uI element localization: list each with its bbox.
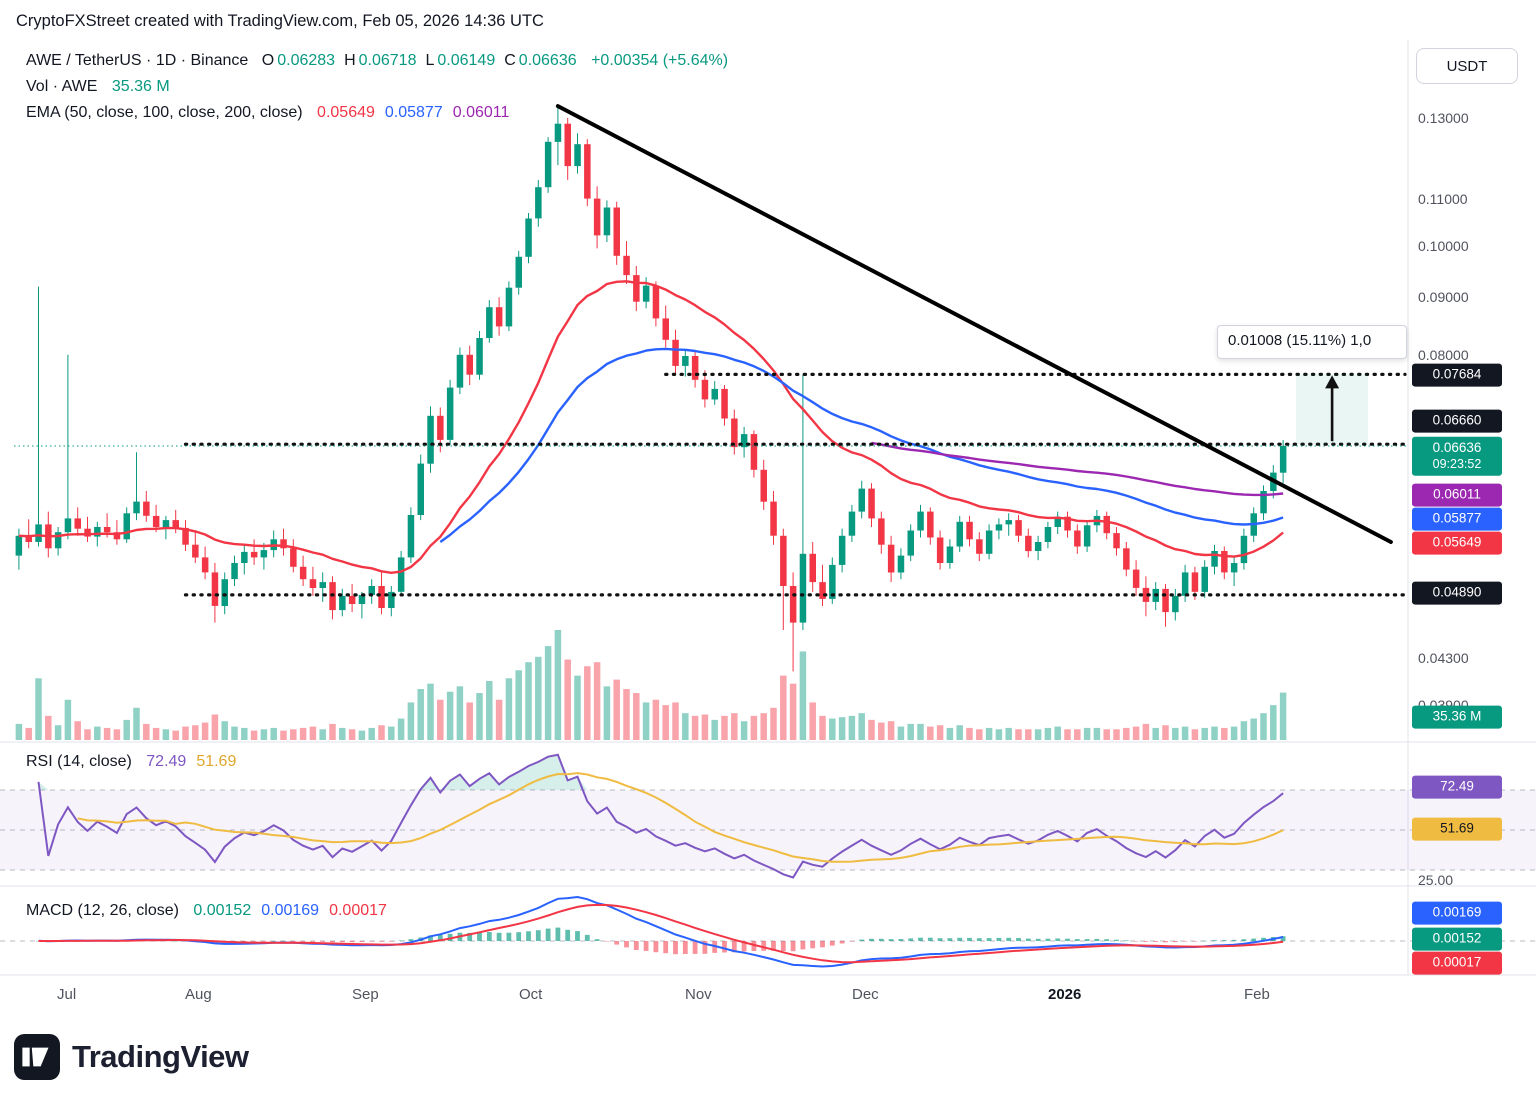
rsi-label: RSI (14, close) [26, 753, 132, 770]
volume-label: Vol · AWE [26, 78, 98, 95]
pane-dividers [0, 40, 1536, 976]
macd-label: MACD (12, 26, close) [26, 902, 179, 919]
month-label: Feb [1244, 986, 1270, 1003]
ohlc-key: L [425, 52, 435, 69]
price-level-badge: 0.06660 [1412, 409, 1502, 433]
price-level-badge: 0.05649 [1412, 531, 1502, 555]
watermark-text: CryptoFXStreet created with TradingView.… [16, 12, 544, 30]
volume-bars [15, 630, 1287, 740]
measure-arrow [1296, 374, 1369, 445]
macd-pane [36, 895, 1286, 968]
indicator-value: 0.06011 [452, 104, 510, 121]
ohlc-value: 0.06149 [437, 52, 496, 69]
tradingview-logo-icon [14, 1034, 60, 1080]
month-label: Jul [57, 986, 76, 1003]
chart-canvas[interactable]: Jul Aug Sep Oct Nov Dec 2026 Feb [0, 40, 1536, 1012]
symbol-legend-row[interactable]: AWE / TetherUS · 1D · Binance O 0.06283 H 0… [26, 52, 728, 70]
price-level-badge: 35.36 M [1412, 705, 1502, 729]
month-label: Oct [519, 986, 543, 1003]
macd-legend-row[interactable]: MACD (12, 26, close) 0.00152 0.00169 0.000… [26, 902, 387, 920]
volume-legend-row[interactable]: Vol · AWE 35.36 M [26, 78, 170, 96]
watermark-header: CryptoFXStreet created with TradingView.… [16, 12, 544, 31]
indicator-value: 0.05649 [317, 104, 375, 121]
time-axis-labels: Jul Aug Sep Oct Nov Dec 2026 Feb [57, 986, 1270, 1003]
volume-value: 35.36 M [111, 78, 170, 95]
current-price-badge: 0.06636 09:23:52 [1412, 436, 1502, 476]
price-tick: 0.11000 [1418, 191, 1468, 208]
ema-values: 0.05649 0.05877 0.06011 [307, 104, 509, 121]
symbol-title: AWE / TetherUS · 1D · Binance [26, 52, 249, 69]
tradingview-brand-text: TradingView [72, 1039, 249, 1074]
rsi-ma-line [77, 772, 1284, 863]
indicator-value: 0.00169 [261, 902, 320, 919]
rsi-values: 72.49 51.69 [136, 753, 236, 770]
month-label: Sep [352, 986, 379, 1003]
ema-lines [18, 280, 1284, 574]
indicator-value: 0.00017 [329, 902, 387, 919]
ema-label: EMA (50, close, 100, close, 200, close) [26, 104, 303, 121]
level-lines [14, 372, 1408, 597]
ohlc-key: O [261, 52, 275, 69]
macd-badge: 0.00169 [1412, 901, 1502, 925]
currency-toggle-button[interactable]: USDT [1416, 48, 1518, 84]
price-level-badge: 0.07684 [1412, 363, 1502, 387]
price-level-badge: 0.06011 [1412, 483, 1502, 507]
price-tick: 0.04300 [1418, 649, 1469, 666]
month-label: Nov [685, 986, 712, 1003]
rsi-badge: 51.69 [1412, 817, 1502, 841]
ohlc-key: H [344, 52, 356, 69]
price-level-badge: 0.04890 [1412, 581, 1502, 605]
indicator-value: 0.00152 [193, 902, 252, 919]
indicator-value: 51.69 [196, 753, 237, 770]
ohlc-key: C [504, 52, 516, 69]
price-scale[interactable]: USDT 0.13000 0.11000 0.10000 0.09000 0.08000… [1408, 40, 1536, 1012]
footer-branding[interactable]: TradingView [14, 1034, 249, 1080]
rsi-axis-tick: 25.00 [1418, 872, 1454, 888]
price-tick: 0.13000 [1418, 110, 1469, 126]
ohlc-values: O 0.06283 H 0.06718 L 0.06149 C 0.06636 [253, 52, 577, 69]
price-tick: 0.10000 [1418, 237, 1469, 254]
month-label: Dec [852, 986, 879, 1003]
time-axis[interactable] [0, 975, 1408, 1012]
indicator-value: 72.49 [146, 753, 187, 770]
price-tick: 0.09000 [1418, 289, 1469, 306]
ohlc-value: 0.06718 [358, 52, 417, 69]
rsi-pane [37, 753, 1284, 879]
month-label: 2026 [1048, 986, 1081, 1003]
price-tick: 0.08000 [1418, 346, 1469, 363]
ema-legend-row[interactable]: EMA (50, close, 100, close, 200, close) … [26, 104, 509, 122]
month-label: Aug [185, 986, 212, 1003]
price-level-badge: 0.05877 [1412, 507, 1502, 531]
measure-tooltip: 0.01008 (15.11%) 1,0 [1217, 325, 1407, 359]
ohlc-value: 0.06636 [518, 52, 577, 69]
macd-badge: 0.00152 [1412, 927, 1502, 951]
change-value: +0.00354 (+5.64%) [591, 52, 729, 69]
macd-badge: 0.00017 [1412, 951, 1502, 975]
ohlc-value: 0.06283 [277, 52, 336, 69]
macd-signal-line [38, 903, 1284, 964]
indicator-value: 0.05877 [384, 104, 443, 121]
rsi-legend-row[interactable]: RSI (14, close) 72.49 51.69 [26, 753, 236, 771]
descending-trendline [555, 104, 1393, 544]
rsi-badge: 72.49 [1412, 775, 1502, 799]
macd-values: 0.00152 0.00169 0.00017 [183, 902, 387, 919]
trendline [555, 104, 1393, 544]
macd-line [38, 895, 1284, 968]
